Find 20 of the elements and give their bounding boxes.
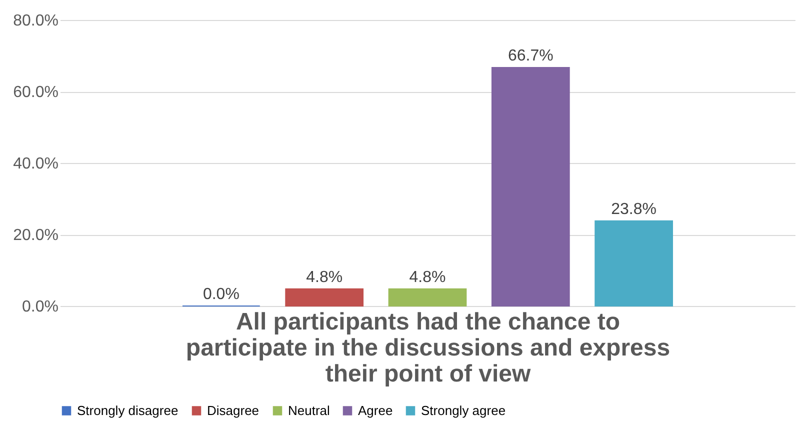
y-tick-label: 20.0%: [13, 227, 58, 244]
data-label: 66.7%: [508, 48, 554, 65]
legend-label: Strongly disagree: [77, 402, 178, 418]
legend-label: Strongly agree: [421, 402, 506, 418]
y-tick-label: 40.0%: [13, 156, 58, 172]
legend-label: Disagree: [207, 402, 260, 418]
bar: [594, 220, 673, 306]
data-label: 0.0%: [202, 286, 240, 303]
bar: [388, 288, 467, 306]
bar: [285, 288, 364, 306]
y-tick-label: 60.0%: [13, 84, 58, 101]
bar: [491, 67, 570, 306]
y-tick-label: 0.0%: [22, 298, 58, 316]
data-label: 4.8%: [409, 268, 446, 286]
legend-label: Agree: [358, 402, 393, 418]
data-label: 4.8%: [306, 268, 343, 286]
x-axis-title: All participants had the chance to participate in the discussions and express their point of view: [186, 308, 670, 388]
y-tick-label: 80.0%: [13, 12, 58, 30]
legend-label: Neutral: [288, 402, 330, 418]
data-label: 23.8%: [611, 200, 657, 218]
